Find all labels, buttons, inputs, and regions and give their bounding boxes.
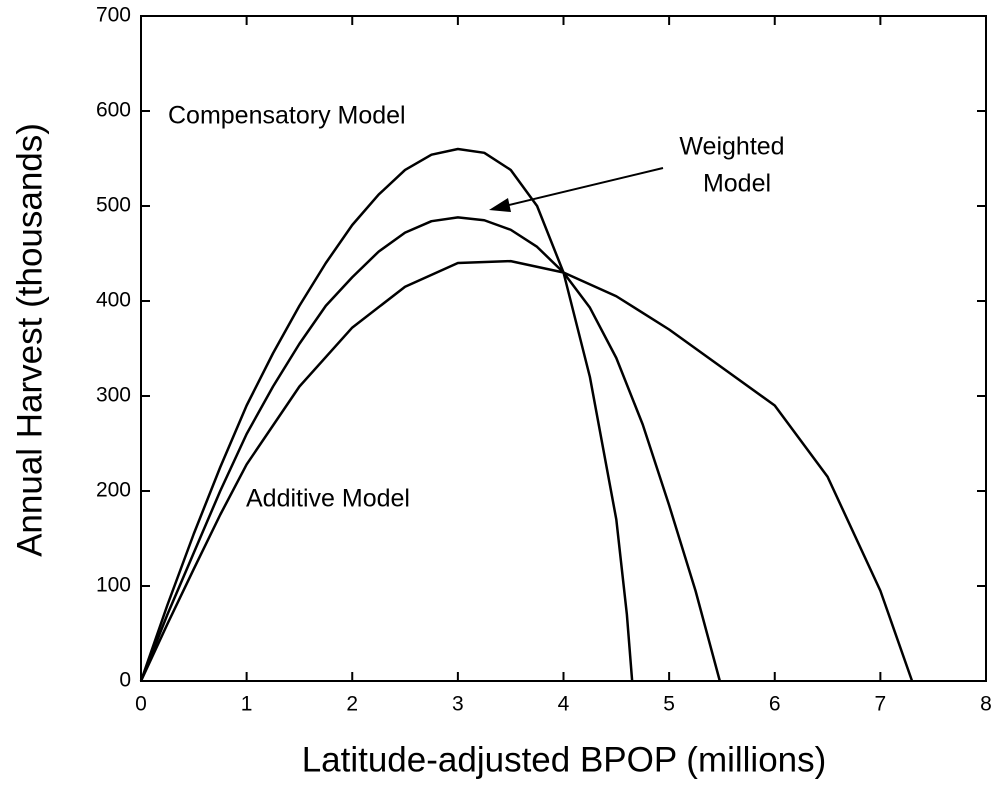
x-tick-label: 6 (769, 693, 781, 716)
x-tick-label: 8 (980, 693, 992, 716)
curve (139, 259, 914, 682)
x-tick-label: 3 (452, 693, 464, 716)
curve (139, 147, 634, 682)
y-tick-label: 0 (119, 669, 131, 692)
y-tick-label: 200 (96, 479, 131, 502)
annotation: Additive Model (246, 485, 410, 513)
x-tick-label: 0 (135, 693, 147, 716)
x-tick-label: 4 (558, 693, 570, 716)
y-tick-label: 700 (96, 4, 131, 27)
y-tick-label: 100 (96, 574, 131, 597)
annotation: Compensatory Model (168, 102, 406, 130)
y-axis-title: Annual Harvest (thousands) (10, 123, 49, 557)
y-tick-label: 500 (96, 194, 131, 217)
y-tick-label: 400 (96, 289, 131, 312)
x-tick-label: 5 (663, 693, 675, 716)
annotation: Model (703, 170, 771, 198)
annotation: Weighted (679, 133, 784, 161)
y-tick-label: 600 (96, 99, 131, 122)
curve (139, 216, 722, 682)
y-tick-label: 300 (96, 384, 131, 407)
x-axis-title: Latitude-adjusted BPOP (millions) (302, 740, 827, 779)
x-tick-label: 7 (875, 693, 887, 716)
x-tick-label: 1 (241, 693, 253, 716)
x-tick-label: 2 (346, 693, 358, 716)
